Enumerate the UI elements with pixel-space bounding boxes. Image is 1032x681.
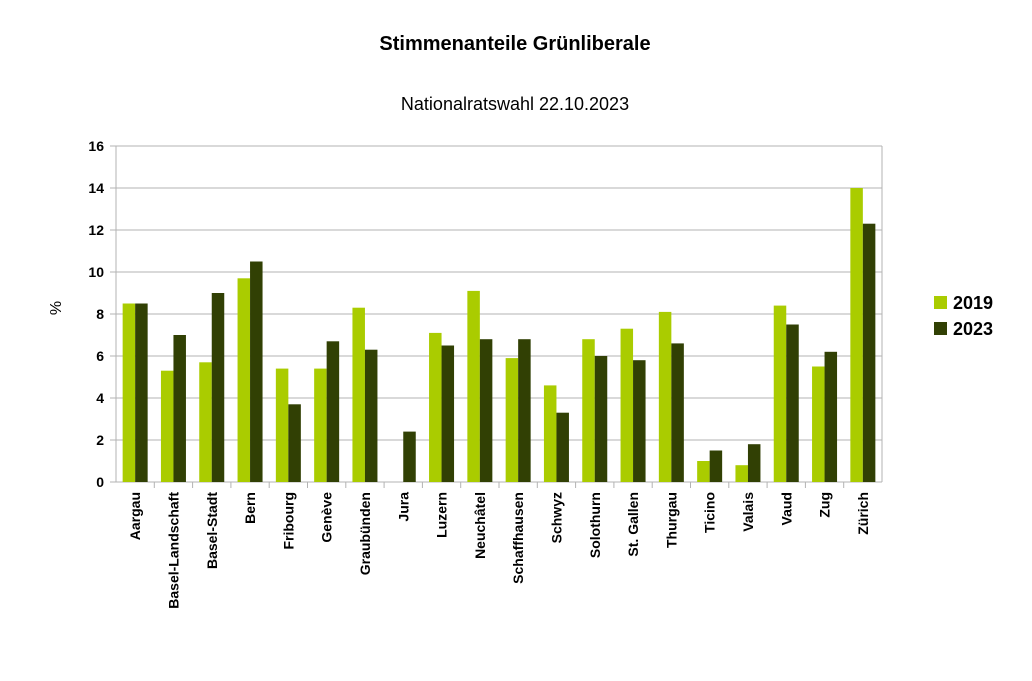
legend-label: 2023 bbox=[953, 319, 993, 339]
bar-2019-19 bbox=[850, 188, 863, 482]
x-category-label: Zug bbox=[817, 492, 833, 518]
bar-2023-9 bbox=[479, 339, 493, 482]
bar-2023-13 bbox=[633, 360, 646, 482]
bar-2023-10 bbox=[518, 339, 531, 482]
y-tick-label: 6 bbox=[96, 348, 104, 364]
bar-2019-11 bbox=[543, 385, 557, 482]
x-category-label: Ticino bbox=[702, 492, 718, 533]
bar-2023-6 bbox=[364, 349, 378, 482]
bar-2023-16 bbox=[747, 444, 761, 482]
x-category-label: Genève bbox=[319, 492, 335, 543]
bar-2019-15 bbox=[697, 461, 710, 482]
bar-2019-8 bbox=[429, 332, 442, 482]
gridlines bbox=[110, 145, 883, 488]
bar-2019-2 bbox=[199, 362, 212, 482]
bar-2023-7 bbox=[403, 431, 416, 482]
bar-2023-5 bbox=[326, 341, 340, 482]
bar-2019-9 bbox=[467, 290, 480, 482]
y-axis-label: % bbox=[48, 301, 65, 315]
y-tick-label: 4 bbox=[96, 390, 104, 406]
chart-subtitle: Nationalratswahl 22.10.2023 bbox=[401, 94, 629, 114]
bar-2019-14 bbox=[658, 311, 672, 482]
bar-2023-18 bbox=[824, 351, 838, 482]
x-category-label: Zürich bbox=[855, 492, 871, 535]
bar-2019-13 bbox=[620, 328, 634, 482]
legend-swatch-2019 bbox=[934, 296, 947, 309]
bar-2019-4 bbox=[275, 368, 289, 482]
y-tick-label: 16 bbox=[88, 138, 104, 154]
x-category-label: Graubünden bbox=[357, 492, 373, 575]
legend: 2019 2023 bbox=[934, 293, 993, 339]
legend-swatch-2023 bbox=[934, 322, 947, 335]
bar-2023-3 bbox=[250, 261, 263, 482]
x-category-label: Aargau bbox=[127, 492, 143, 540]
y-tick-label: 12 bbox=[88, 222, 104, 238]
x-category-label: Basel-Landschaft bbox=[165, 492, 181, 609]
y-tick-label: 14 bbox=[88, 180, 104, 196]
y-tick-label: 8 bbox=[96, 306, 104, 322]
bar-2019-0 bbox=[122, 303, 136, 482]
bar-2023-2 bbox=[211, 293, 225, 482]
bar-2023-12 bbox=[594, 356, 608, 482]
x-category-label: Fribourg bbox=[280, 492, 296, 550]
chart-title: Stimmenanteile Grünliberale bbox=[379, 33, 650, 55]
x-category-label: Bern bbox=[242, 492, 258, 524]
bar-2023-19 bbox=[862, 223, 876, 482]
bars bbox=[122, 188, 876, 482]
bar-2023-15 bbox=[709, 450, 723, 482]
y-tick-label: 0 bbox=[96, 474, 104, 490]
bar-2019-17 bbox=[773, 305, 787, 482]
y-tick-label: 2 bbox=[96, 432, 104, 448]
bar-2023-14 bbox=[671, 343, 684, 482]
bar-2023-17 bbox=[786, 324, 799, 482]
x-category-label: Basel-Stadt bbox=[204, 492, 220, 569]
y-axis-ticks: 0 2 4 6 8 10 12 14 16 bbox=[88, 138, 104, 490]
bar-2019-12 bbox=[582, 339, 595, 482]
x-category-label: Luzern bbox=[434, 492, 450, 538]
bar-2019-16 bbox=[735, 465, 748, 482]
bar-2019-18 bbox=[812, 366, 825, 482]
x-category-label: Neuchâtel bbox=[472, 492, 488, 559]
bar-2023-4 bbox=[288, 404, 301, 482]
bar-2019-5 bbox=[314, 368, 327, 482]
y-tick-label: 10 bbox=[88, 264, 104, 280]
bar-2019-10 bbox=[505, 358, 519, 482]
x-category-label: St. Gallen bbox=[625, 492, 641, 557]
x-category-label: Vaud bbox=[778, 492, 794, 525]
x-category-label: Schaffhausen bbox=[510, 492, 526, 584]
x-category-label: Jura bbox=[395, 492, 411, 522]
bar-2023-0 bbox=[135, 303, 148, 482]
x-axis-categories: Aargau Basel-Landschaft Basel-Stadt Bern Fri… bbox=[127, 492, 871, 609]
x-category-label: Thurgau bbox=[663, 492, 679, 548]
bar-2023-11 bbox=[556, 412, 569, 482]
bar-2019-6 bbox=[352, 307, 365, 482]
bar-2023-1 bbox=[173, 335, 186, 482]
bar-2019-1 bbox=[160, 370, 174, 482]
bar-2019-3 bbox=[237, 278, 251, 482]
legend-label: 2019 bbox=[953, 293, 993, 313]
x-category-label: Schwyz bbox=[548, 492, 564, 543]
x-category-label: Valais bbox=[740, 492, 756, 532]
x-category-label: Solothurn bbox=[587, 492, 603, 558]
bar-2023-8 bbox=[441, 345, 455, 482]
